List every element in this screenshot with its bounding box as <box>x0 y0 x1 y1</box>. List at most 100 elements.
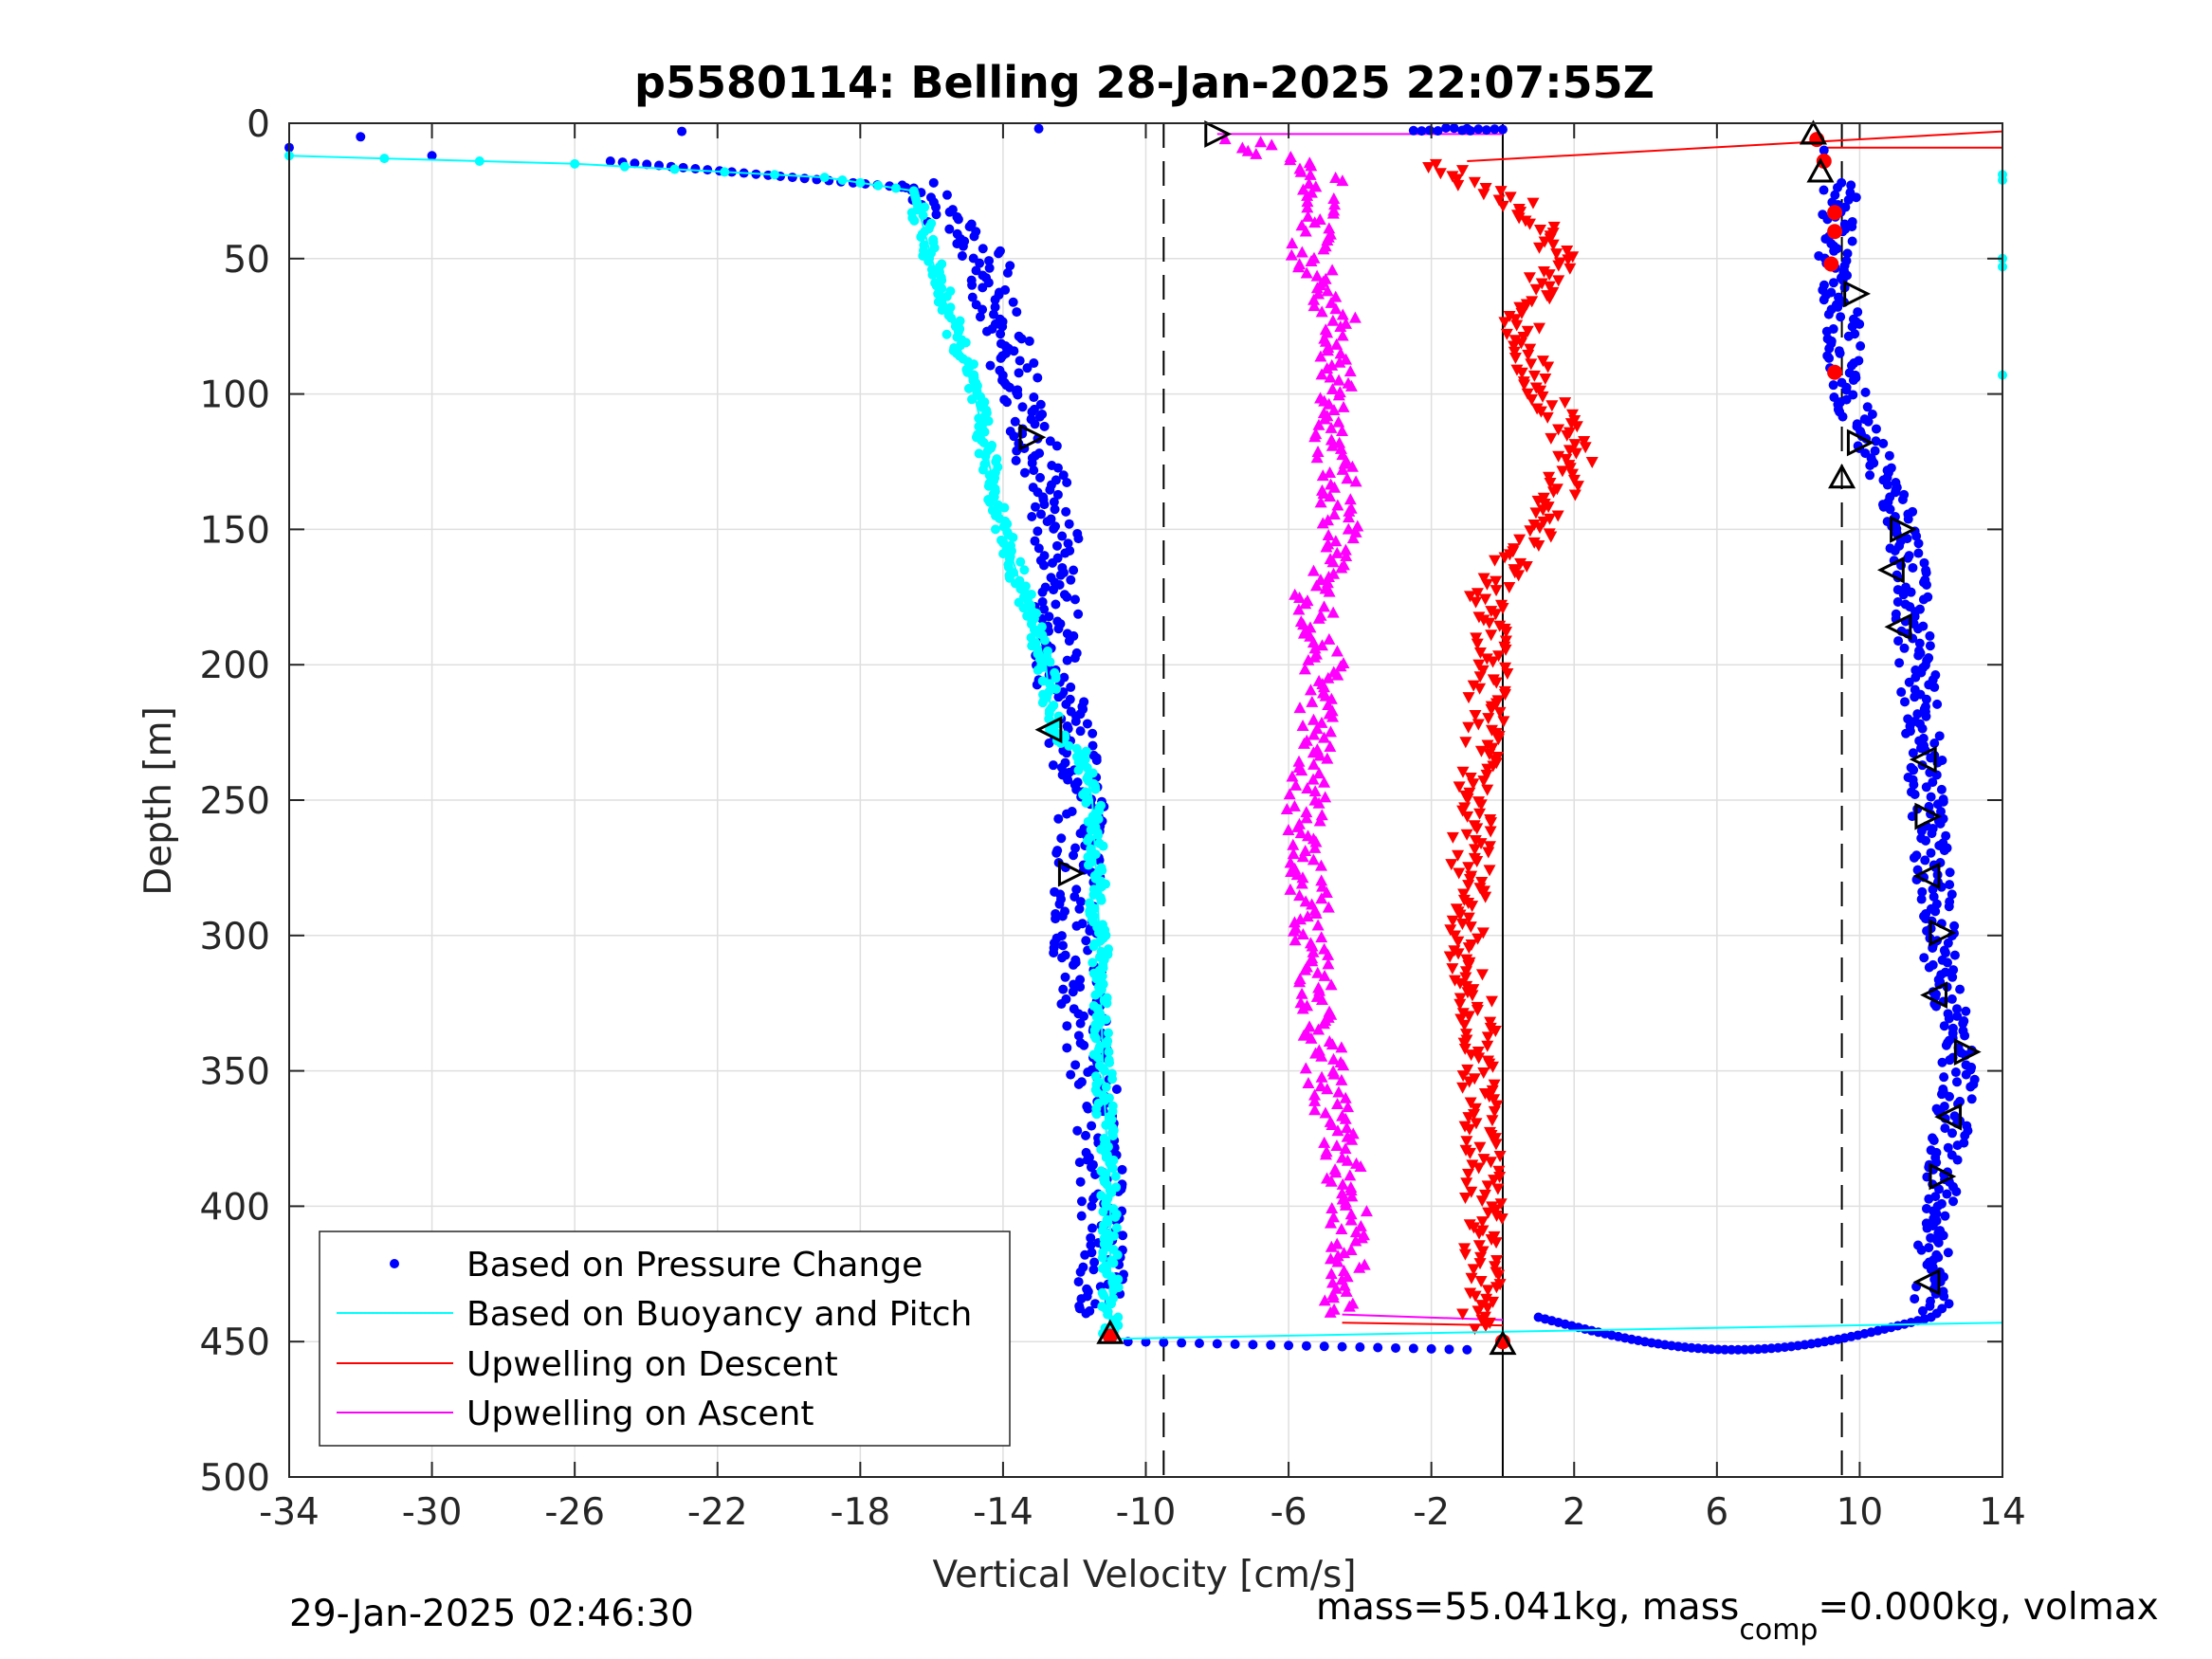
descent-point <box>1485 817 1498 830</box>
ascent-point <box>1289 778 1303 791</box>
pressure-point <box>984 256 995 266</box>
descent-point <box>1490 1100 1504 1112</box>
pressure-point <box>1942 1189 1952 1199</box>
pressure-point <box>1932 799 1943 810</box>
x-tick-label: -6 <box>1271 1491 1307 1534</box>
ascent-point <box>1321 344 1334 356</box>
ascent-point <box>1316 517 1329 529</box>
ascent-point <box>1301 189 1314 201</box>
ascent-point <box>1336 463 1349 475</box>
ascent-point <box>1317 243 1330 255</box>
descent-point <box>1470 632 1483 645</box>
ascent-point <box>1293 702 1307 714</box>
pressure-point <box>969 231 979 242</box>
x-tick-label: 14 <box>1979 1491 2026 1534</box>
ascent-point <box>1329 302 1343 315</box>
descent-point <box>1475 1314 1489 1326</box>
pressure-point <box>1955 984 1965 994</box>
descent-point <box>1467 680 1480 692</box>
ascent-point <box>1318 1294 1331 1306</box>
descent-point <box>1543 281 1556 293</box>
ascent-point <box>1315 1049 1328 1062</box>
pressure-point <box>958 241 968 251</box>
descent-point <box>1532 242 1545 254</box>
ascent-point <box>1319 791 1332 803</box>
buoyancy-point <box>1018 603 1029 613</box>
pressure-point <box>1062 809 1072 819</box>
descent-point <box>1458 1019 1472 1031</box>
red-filled-marker <box>1816 153 1832 169</box>
descent-point <box>1469 1103 1482 1115</box>
ascent-point <box>1331 1098 1344 1110</box>
pressure-point <box>1863 416 1874 427</box>
descent-point <box>1503 581 1516 593</box>
descent-point <box>1475 1300 1489 1312</box>
descent-point <box>1456 1082 1470 1094</box>
ascent-point <box>1318 775 1331 788</box>
ascent-point <box>1317 1017 1330 1030</box>
ascent-point <box>1323 632 1336 645</box>
descent-point <box>1508 314 1522 326</box>
descent-point <box>1462 721 1475 734</box>
ascent-point <box>1287 838 1300 850</box>
descent-point <box>1483 748 1496 760</box>
descent-point <box>1545 432 1558 445</box>
pressure-point <box>1846 180 1856 191</box>
pressure-point <box>1940 948 1950 958</box>
ascent-point <box>1311 446 1325 458</box>
x-tick-label: 6 <box>1705 1491 1728 1534</box>
descent-point <box>1490 1210 1504 1222</box>
pressure-point <box>1936 1089 1947 1100</box>
y-tick-label: 250 <box>200 780 270 823</box>
descent-point <box>1482 713 1495 725</box>
ascent-point <box>1301 782 1314 794</box>
pressure-point <box>1943 1142 1953 1153</box>
buoyancy-point <box>941 329 952 339</box>
descent-point <box>1481 1285 1494 1297</box>
pressure-point <box>1014 368 1024 378</box>
descent-point <box>1458 1249 1472 1261</box>
ascent-point <box>1317 681 1330 693</box>
pressure-point <box>1948 1196 1959 1207</box>
ascent-point <box>1288 799 1301 811</box>
pressure-point <box>1408 1343 1418 1354</box>
pressure-point <box>1266 1340 1276 1350</box>
descent-point <box>1474 1251 1488 1264</box>
descent-point <box>1475 1195 1489 1208</box>
descent-point <box>1489 1026 1502 1038</box>
descent-point <box>1510 319 1524 332</box>
descent-point <box>1499 644 1512 656</box>
pressure-point <box>1048 760 1058 771</box>
descent-point <box>1473 1141 1487 1154</box>
pressure-point <box>1824 343 1835 354</box>
y-tick-label: 300 <box>200 916 270 958</box>
pressure-point <box>1075 1018 1086 1029</box>
ascent-point <box>1313 814 1326 827</box>
descent-point <box>1537 516 1550 528</box>
ascent-point <box>1285 248 1298 261</box>
ascent-point <box>1344 365 1357 377</box>
ascent-point <box>1320 540 1333 553</box>
descent-point <box>1560 453 1573 465</box>
pressure-point <box>1916 1245 1927 1255</box>
descent-point <box>1463 873 1476 885</box>
buoyancy-point <box>967 394 978 405</box>
descent-point <box>1508 346 1521 358</box>
ascent-point <box>1335 1222 1348 1234</box>
descent-point <box>1482 847 1495 859</box>
pressure-point <box>1952 1155 1963 1165</box>
pressure-point <box>1912 865 1923 875</box>
descent-point <box>1473 808 1487 820</box>
descent-point <box>1537 492 1550 504</box>
descent-point <box>1475 876 1489 888</box>
descent-point <box>1477 189 1490 201</box>
descent-point <box>1474 1275 1488 1287</box>
buoyancy-point <box>1100 1066 1110 1076</box>
descent-point <box>1468 1323 1481 1336</box>
descent-point <box>1537 265 1550 278</box>
descent-point <box>1466 1159 1479 1172</box>
pressure-point <box>1088 728 1098 738</box>
ascent-point <box>1345 1133 1359 1145</box>
pressure-point <box>990 301 1000 312</box>
pressure-point <box>1846 360 1856 371</box>
